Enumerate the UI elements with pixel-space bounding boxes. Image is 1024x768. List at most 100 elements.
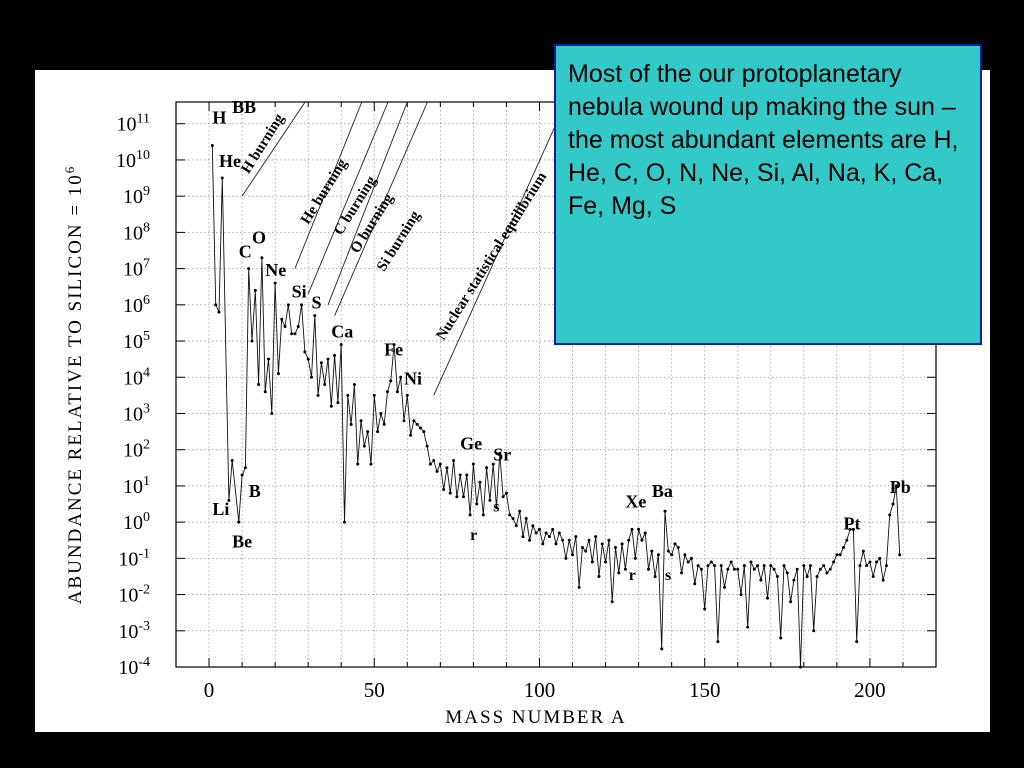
abundance-point [442,488,446,492]
abundance-point [399,375,403,379]
abundance-point [623,567,627,571]
abundance-point [478,480,482,484]
abundance-point [861,549,865,553]
abundance-point [736,567,740,571]
abundance-point [481,513,485,517]
abundance-point [680,571,684,575]
abundance-point [541,542,545,546]
abundance-point [210,143,214,147]
abundance-point [329,404,333,408]
abundance-point [537,527,541,531]
abundance-point [270,411,274,415]
y-tick-label: 10-1 [118,546,150,570]
abundance-point [220,176,224,180]
abundance-point [765,596,769,600]
element-label: r [629,567,636,584]
abundance-point [521,535,525,539]
element-label: He [219,151,241,171]
element-label: C [239,242,252,262]
process-boundary-line [294,101,363,269]
abundance-point [501,495,505,499]
abundance-point [584,549,588,553]
abundance-point [808,564,812,568]
abundance-point [706,564,710,568]
abundance-point [775,574,779,578]
abundance-point [461,495,465,499]
y-tick-label: 10-2 [118,583,150,607]
abundance-point [835,553,839,557]
element-label: O [252,227,266,247]
abundance-point [214,303,218,307]
abundance-point [898,553,902,557]
element-label: Be [232,531,252,551]
abundance-point [564,556,568,560]
abundance-point [884,564,888,568]
abundance-point [379,411,383,415]
element-label: Li [212,499,229,519]
abundance-point [260,256,264,260]
abundance-point [263,390,267,394]
element-label: Xe [625,492,646,512]
abundance-point [412,419,416,423]
abundance-point [346,393,350,397]
abundance-point [891,502,895,506]
abundance-point [848,527,852,531]
abundance-point [313,314,317,318]
x-tick-label: 0 [204,678,215,702]
y-tick-label: 106 [123,293,150,317]
abundance-point [729,560,733,564]
abundance-point [471,462,475,466]
abundance-point [756,564,760,568]
abundance-point [227,498,231,502]
abundance-point [845,538,849,542]
abundance-point [828,567,832,571]
abundance-point [580,545,584,549]
abundance-point [789,600,793,604]
abundance-point [392,343,396,347]
process-label: Nuclear statistical equilibrium [433,169,550,343]
abundance-point [650,549,654,553]
abundance-point [343,520,347,524]
abundance-point [670,553,674,557]
abundance-point [488,498,492,502]
abundance-point [838,553,842,557]
abundance-point [643,531,647,535]
element-label: Pb [890,477,911,497]
abundance-point [812,629,816,633]
y-tick-label: 109 [123,184,150,208]
abundance-point [752,567,756,571]
element-label: B [249,481,261,501]
process-boundary-line [327,101,408,305]
element-label: s [665,567,671,584]
abundance-point [782,564,786,568]
abundance-point [316,393,320,397]
abundance-point [617,571,621,575]
abundance-point [273,281,277,285]
abundance-point [815,574,819,578]
abundance-point [435,469,439,473]
abundance-point [237,520,241,524]
abundance-point [293,332,297,336]
abundance-point [653,574,657,578]
abundance-point [276,372,280,376]
abundance-point [243,466,247,470]
abundance-point [571,553,575,557]
callout-box: Most of the our protoplanetary nebula wo… [554,44,982,345]
abundance-point [805,574,809,578]
x-tick-label: 50 [364,678,385,702]
element-label: BB [232,97,256,117]
abundance-point [567,538,571,542]
x-tick-label: 200 [854,678,886,702]
abundance-point [888,513,892,517]
abundance-point [656,553,660,557]
abundance-point [627,538,631,542]
abundance-point [286,303,290,307]
abundance-point [528,538,532,542]
element-label: Si [292,282,307,302]
abundance-point [333,354,337,358]
abundance-point [561,538,565,542]
abundance-point [468,513,472,517]
abundance-point [713,564,717,568]
abundance-point [250,339,254,343]
y-tick-label: 103 [123,401,150,425]
